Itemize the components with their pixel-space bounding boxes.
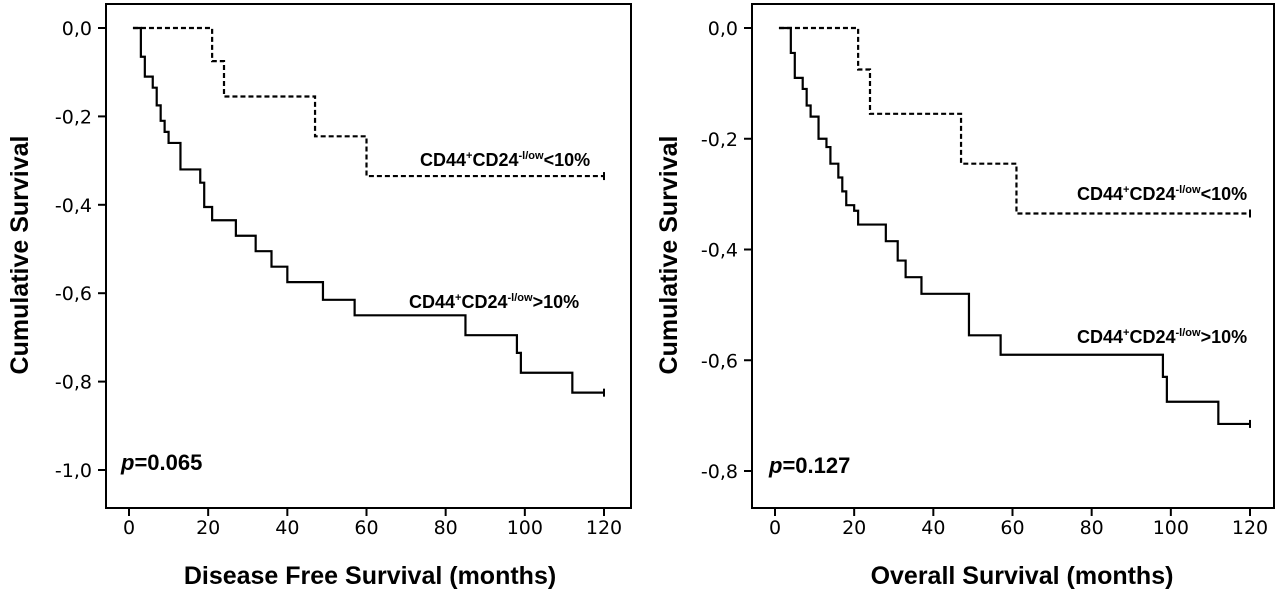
series-label: CD44+CD24-l/ow>10%	[409, 292, 579, 312]
label-text: <10%	[544, 150, 591, 170]
label-superscript: +	[466, 150, 472, 162]
label-text: CD44	[1077, 327, 1123, 347]
y-tick-label: -0,2	[701, 129, 738, 151]
x-tick-label: 0	[769, 517, 781, 539]
x-axis-title: Overall Survival (months)	[871, 562, 1174, 590]
label-superscript: -l/ow	[519, 150, 544, 162]
y-axis-ticks: 0,0 -0,2 -0,4 -0,6 -0,8	[701, 18, 752, 483]
p-value: =0.065	[134, 450, 202, 475]
label-text: CD24	[1129, 327, 1175, 347]
label-text: CD44	[1077, 184, 1123, 204]
label-superscript: -l/ow	[1176, 327, 1201, 339]
x-tick-label: 60	[1000, 517, 1024, 539]
y-tick-label: -0,2	[55, 106, 92, 128]
y-tick-label: -0,4	[701, 240, 738, 262]
series-labels: CD44+CD24-l/ow<10%CD44+CD24-l/ow>10%	[409, 150, 590, 312]
x-tick-label: 20	[196, 517, 220, 539]
y-tick-label: -0,6	[55, 283, 92, 305]
plot-frame	[751, 3, 1275, 509]
label-text: CD44	[409, 292, 455, 312]
series-label: CD44+CD24-l/ow<10%	[420, 150, 590, 170]
x-tick-label: 120	[586, 517, 622, 539]
x-axis-title: Disease Free Survival (months)	[184, 562, 556, 590]
x-tick-label: 80	[1080, 517, 1104, 539]
p-value-annotation: p=0.065	[120, 450, 202, 475]
y-tick-label: -0,8	[701, 461, 738, 483]
x-tick-label: 100	[507, 517, 543, 539]
x-tick-label: 40	[275, 517, 299, 539]
x-axis-ticks: 0 20 40 60 80 100 120	[123, 508, 622, 539]
x-tick-label: 0	[123, 517, 135, 539]
x-tick-label: 40	[921, 517, 945, 539]
y-tick-label: -0,4	[55, 195, 92, 217]
series-line-low	[132, 26, 604, 178]
series-group	[778, 26, 1251, 428]
series-group	[132, 26, 605, 397]
y-tick-label: 0,0	[62, 18, 92, 40]
x-tick-label: 60	[354, 517, 378, 539]
x-tick-label: 120	[1232, 517, 1268, 539]
chart-panel-overall: 0,0 -0,2 -0,4 -0,6 -0,8 0 20 40 60 80 100 120 CD44…	[655, 3, 1275, 590]
label-text: <10%	[1201, 184, 1248, 204]
y-axis-title: Cumulative Survival	[655, 136, 683, 375]
series-label: CD44+CD24-l/ow<10%	[1077, 184, 1247, 204]
label-superscript: -l/ow	[508, 292, 533, 304]
label-text: CD24	[1129, 184, 1175, 204]
y-tick-label: -1,0	[55, 460, 92, 482]
y-tick-label: -0,8	[55, 372, 92, 394]
label-superscript: +	[1123, 184, 1129, 196]
label-text: >10%	[533, 292, 580, 312]
label-superscript: -l/ow	[1176, 184, 1201, 196]
label-superscript: +	[1123, 327, 1129, 339]
plot-frame	[105, 3, 632, 509]
y-axis-ticks: 0,0 -0,2 -0,4 -0,6 -0,8 -1,0	[55, 18, 106, 482]
p-value: =0.127	[782, 453, 850, 478]
chart-panel-disease-free: 0,0-0,2-0,4-0,6-0,8-1,0 0 20 40 60 80 100 120 …	[6, 3, 632, 590]
p-symbol: p	[120, 450, 134, 475]
label-text: CD24	[472, 150, 518, 170]
y-tick-label: -0,6	[701, 350, 738, 372]
series-line-high	[132, 26, 604, 394]
series-line-high	[778, 26, 1250, 426]
label-text: CD24	[461, 292, 507, 312]
series-label: CD44+CD24-l/ow>10%	[1077, 327, 1247, 347]
y-tick-label: 0,0	[708, 18, 738, 40]
series-line-low	[778, 26, 1250, 215]
x-tick-label: 100	[1153, 517, 1189, 539]
label-text: >10%	[1201, 327, 1248, 347]
label-superscript: +	[455, 292, 461, 304]
p-value-annotation: p=0.127	[768, 453, 850, 478]
label-text: CD44	[420, 150, 466, 170]
p-symbol: p	[768, 453, 782, 478]
x-axis-ticks: 0 20 40 60 80 100 120	[769, 508, 1268, 539]
series-labels: CD44+CD24-l/ow<10%CD44+CD24-l/ow>10%	[1077, 184, 1247, 347]
y-axis-title: Cumulative Survival	[6, 136, 34, 375]
x-tick-label: 20	[842, 517, 866, 539]
x-tick-label: 80	[434, 517, 458, 539]
